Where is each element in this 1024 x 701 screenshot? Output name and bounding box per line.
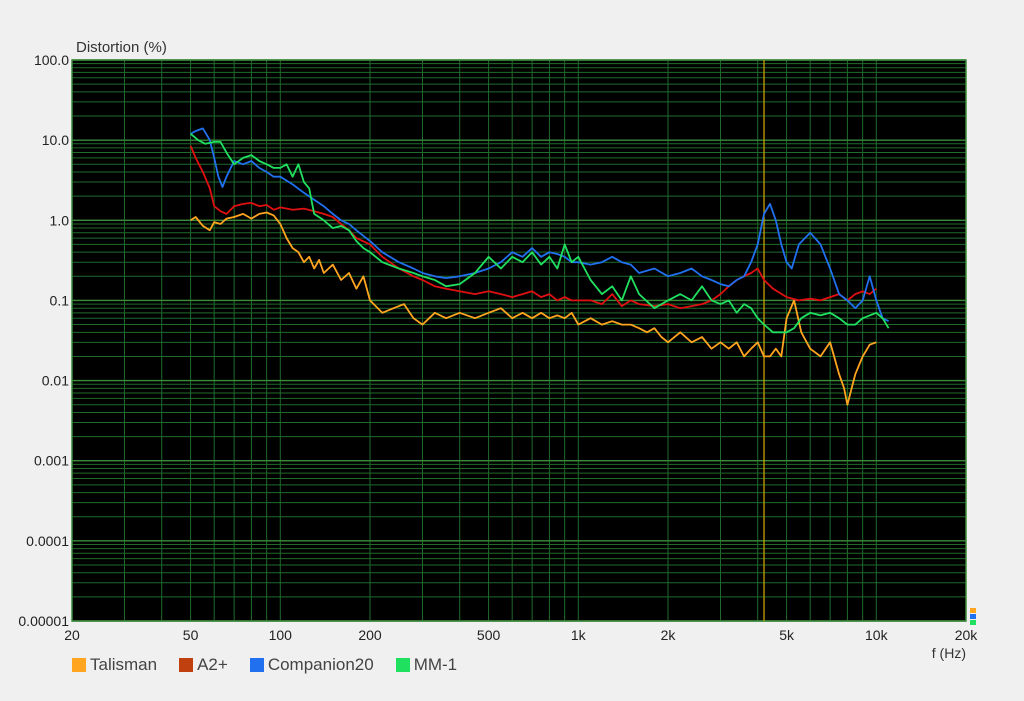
x-tick-label: 50 <box>183 627 199 643</box>
x-tick-label: 5k <box>779 627 795 643</box>
legend-label: Companion20 <box>268 655 374 675</box>
y-tick-label: 0.0001 <box>26 533 69 549</box>
legend-label: Talisman <box>90 655 157 675</box>
legend-swatch <box>72 658 86 672</box>
y-tick-label: 0.00001 <box>18 613 69 629</box>
x-tick-label: 500 <box>477 627 501 643</box>
x-tick-label: 200 <box>358 627 382 643</box>
legend-swatch <box>179 658 193 672</box>
x-tick-labels: 20 50 100 200 500 1k 2k 5k 10k 20k <box>64 627 978 643</box>
legend-swatch <box>250 658 264 672</box>
legend: Talisman A2+ Companion20 MM-1 <box>72 655 457 675</box>
corner-mark <box>970 620 976 625</box>
legend-item-companion20[interactable]: Companion20 <box>250 655 374 675</box>
x-tick-label: 100 <box>269 627 293 643</box>
y-tick-label: 10.0 <box>42 132 69 148</box>
y-tick-label: 100.0 <box>34 52 69 68</box>
y-tick-label: 0.1 <box>50 292 70 308</box>
corner-color-marks <box>970 608 976 626</box>
y-tick-label: 1.0 <box>50 212 70 228</box>
y-tick-label: 0.01 <box>42 373 69 389</box>
x-tick-label: 10k <box>865 627 889 643</box>
y-tick-labels: 100.0 10.0 1.0 0.1 0.01 0.001 0.0001 0.00001 <box>18 52 69 629</box>
legend-item-talisman[interactable]: Talisman <box>72 655 157 675</box>
x-tick-label: 1k <box>571 627 587 643</box>
x-tick-label: 20k <box>955 627 979 643</box>
y-tick-label: 0.001 <box>34 453 69 469</box>
corner-mark <box>970 608 976 613</box>
x-tick-label: 2k <box>661 627 677 643</box>
legend-label: MM-1 <box>414 655 457 675</box>
corner-mark <box>970 614 976 619</box>
legend-label: A2+ <box>197 655 228 675</box>
legend-item-mm1[interactable]: MM-1 <box>396 655 457 675</box>
legend-item-a2plus[interactable]: A2+ <box>179 655 228 675</box>
y-axis-label: Distortion (%) <box>76 39 167 56</box>
x-tick-label: 20 <box>64 627 80 643</box>
legend-swatch <box>396 658 410 672</box>
x-axis-label: f (Hz) <box>932 645 966 661</box>
